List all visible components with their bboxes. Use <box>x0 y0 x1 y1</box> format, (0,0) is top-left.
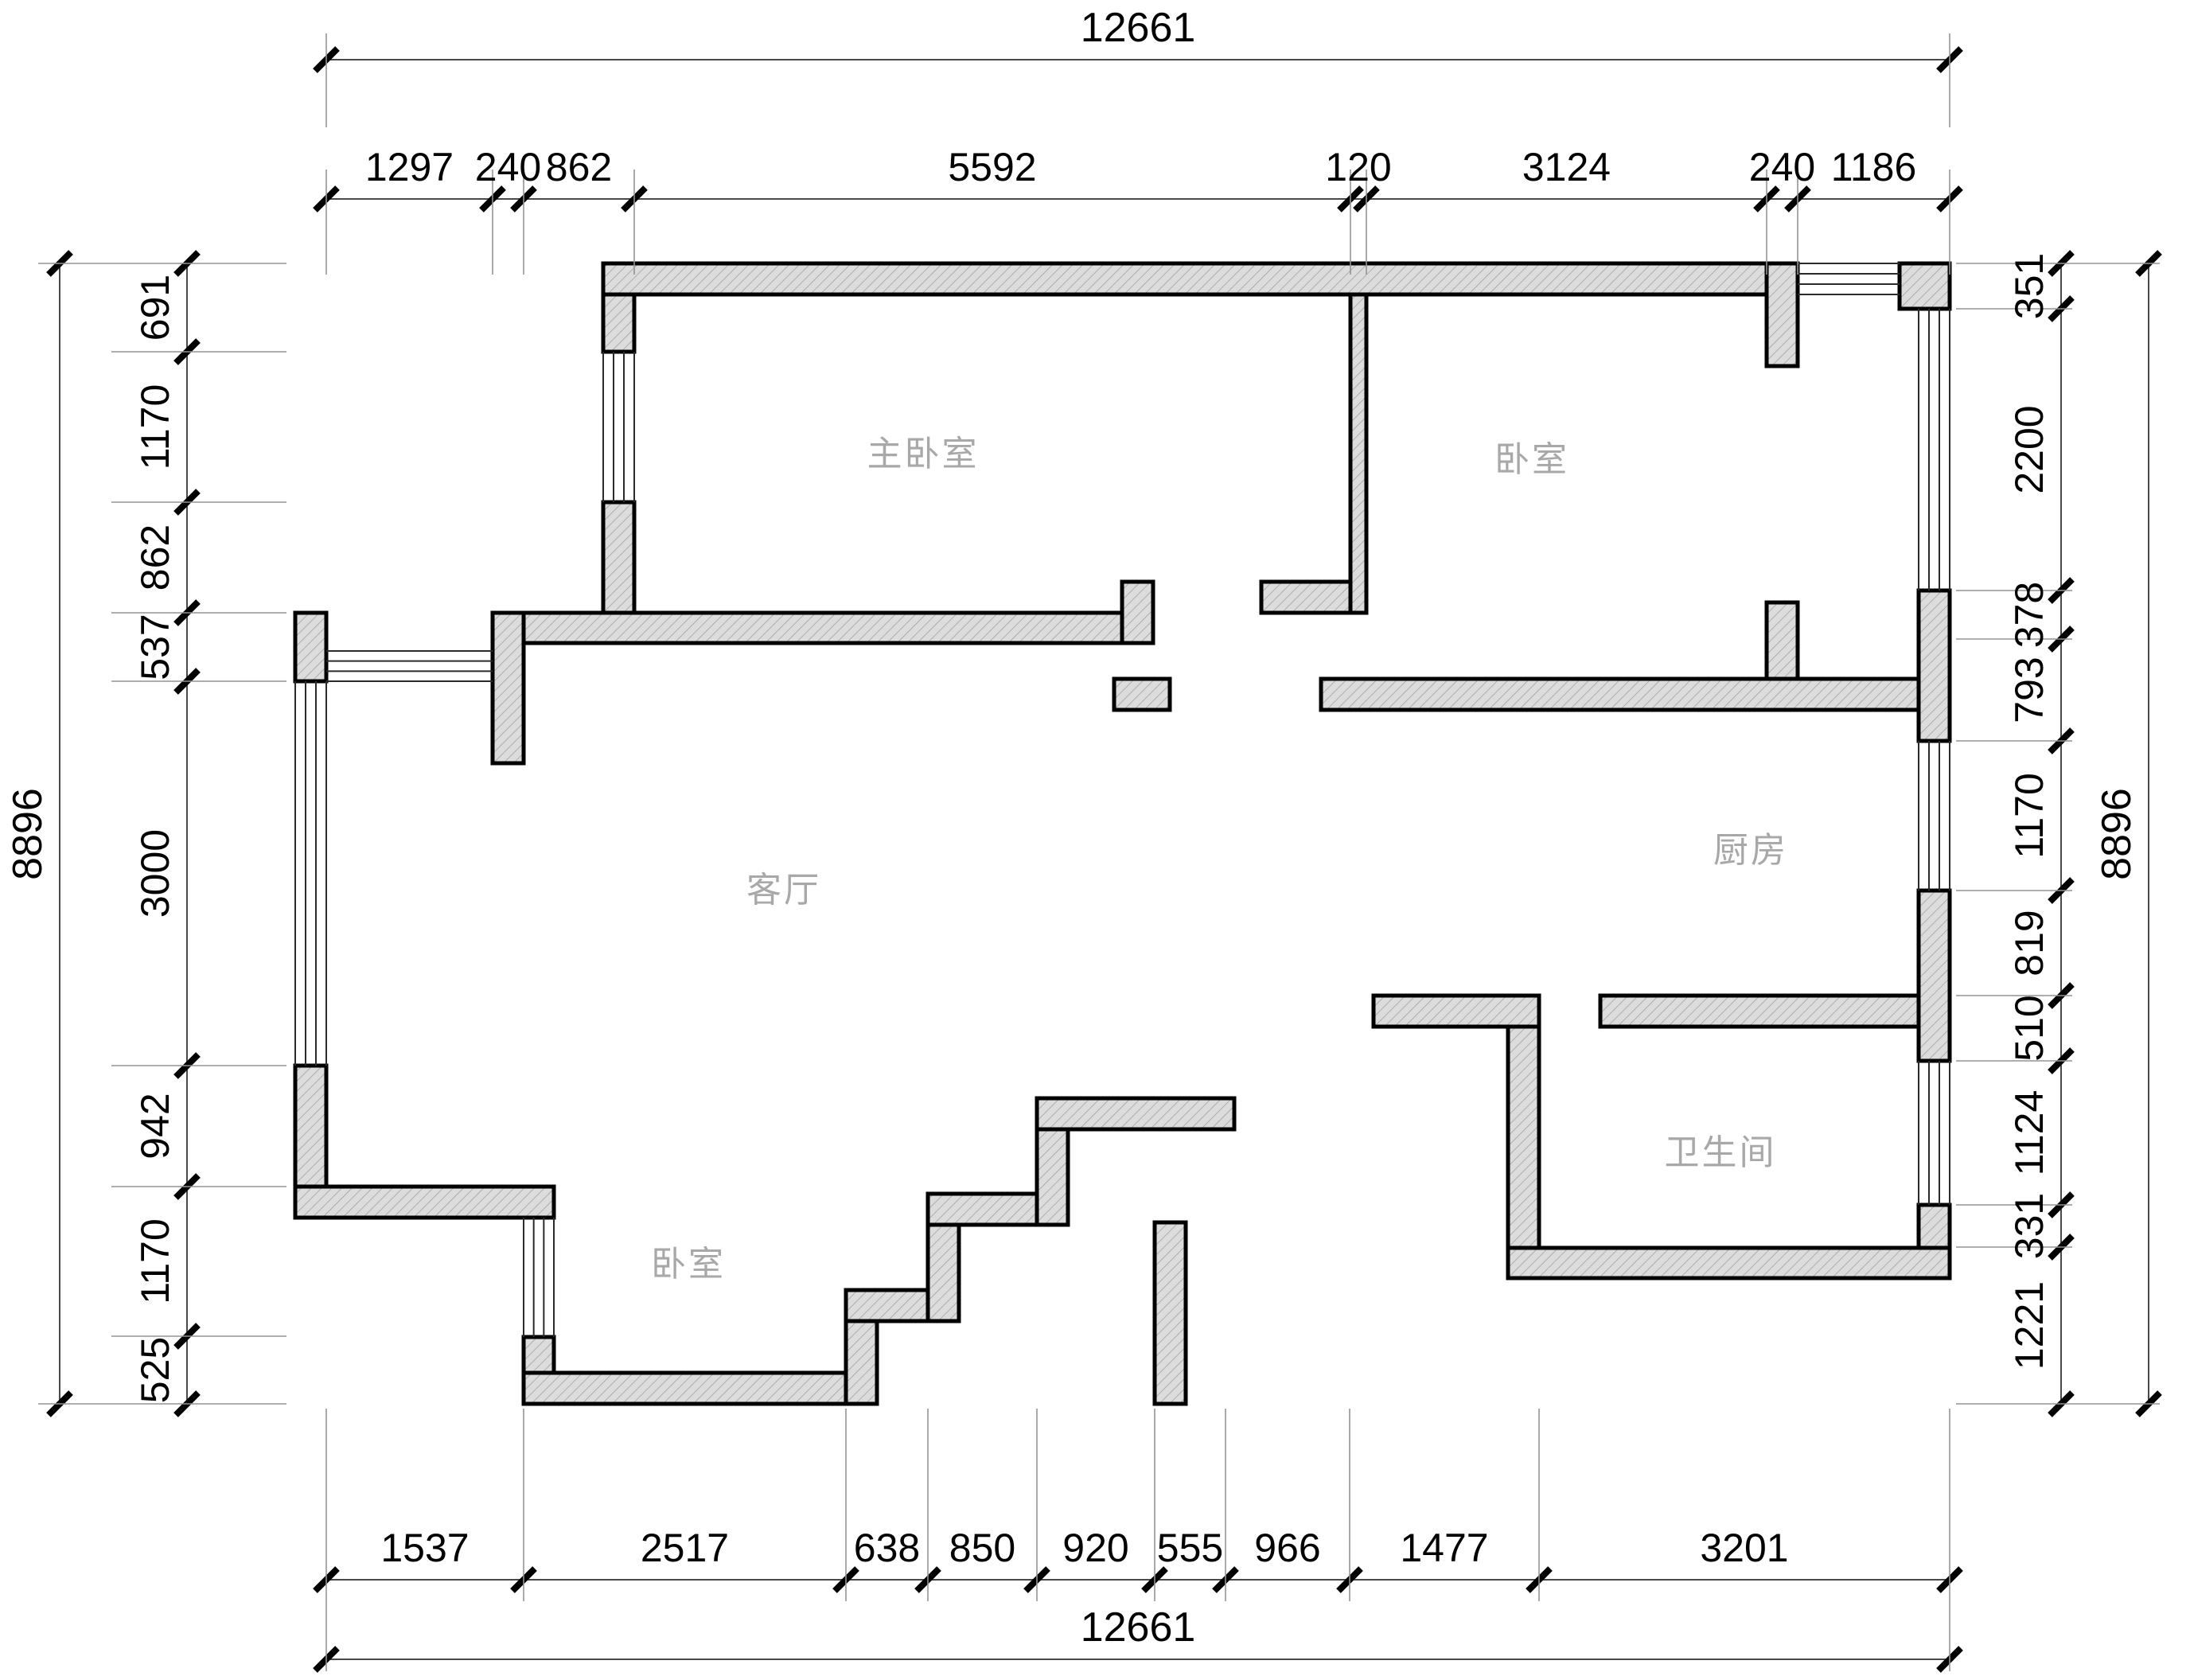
walls-layer <box>293 261 1952 1406</box>
wall-segment <box>1120 579 1155 645</box>
windows-layer <box>294 263 1950 1337</box>
dim-bottom-chain: 555 <box>1157 1526 1223 1570</box>
dim-right-chain: 1221 <box>2007 1281 2052 1370</box>
room-label-living-room: 客厅 <box>746 871 821 910</box>
window-lines <box>523 1218 555 1337</box>
dim-right-chain: 793 <box>2007 657 2052 723</box>
dim-bottom-chain: 2517 <box>641 1526 729 1570</box>
dim-right-chain: 819 <box>2007 910 2052 976</box>
window-lines <box>602 352 635 502</box>
wall-segment <box>1506 1024 1541 1250</box>
dim-top-chain: 1297 <box>365 145 454 189</box>
dim-right-chain: 331 <box>2007 1193 2052 1259</box>
wall-segment <box>293 1184 556 1220</box>
dim-right-chain: 351 <box>2007 253 2052 319</box>
dim-bottom-chain: 3201 <box>1700 1526 1788 1570</box>
wall-segment <box>1371 993 1541 1029</box>
window-lines <box>1918 309 1950 591</box>
room-label-kitchen: 厨房 <box>1713 831 1788 870</box>
wall-segment <box>1152 1220 1188 1406</box>
dim-bottom-chain: 1477 <box>1400 1526 1488 1570</box>
dim-left-chain: 862 <box>133 524 177 591</box>
window-lines <box>1918 1061 1950 1205</box>
wall-segment <box>601 292 637 354</box>
dim-right-chain: 1170 <box>2007 773 2052 859</box>
wall-segment <box>293 610 329 684</box>
wall-segment <box>1319 676 1921 712</box>
wall-segment <box>521 1370 879 1406</box>
dim-top-chain: 5592 <box>948 145 1036 189</box>
wall-segment <box>1916 588 1952 743</box>
dim-top-chain: 240 <box>475 145 541 189</box>
dim-bottom-chain: 850 <box>949 1526 1015 1570</box>
dim-bottom-overall: 12661 <box>1081 1604 1196 1651</box>
dim-left-chain: 691 <box>133 275 177 341</box>
dim-right-overall: 8896 <box>2094 788 2140 880</box>
wall-segment <box>1764 600 1800 681</box>
wall-segment <box>1916 888 1952 1063</box>
window-lines <box>294 681 327 1066</box>
dim-top-overall: 12661 <box>1081 5 1196 51</box>
dim-left-chain: 1170 <box>133 1218 177 1304</box>
window-lines <box>326 650 493 682</box>
dim-top-chain: 240 <box>1749 145 1815 189</box>
dim-left-overall: 8896 <box>5 788 51 880</box>
dim-left-chain: 3000 <box>133 829 177 918</box>
room-label-bedroom-bottom-left: 卧室 <box>651 1245 726 1284</box>
dim-bottom-chain: 966 <box>1254 1526 1320 1570</box>
wall-segment <box>490 610 1155 645</box>
dim-top-chain: 120 <box>1325 145 1391 189</box>
wall-segment <box>1506 1245 1952 1280</box>
dim-left-chain: 942 <box>133 1093 177 1159</box>
window-lines <box>1798 263 1900 295</box>
wall-segment <box>601 261 1769 297</box>
dim-top-chain: 3124 <box>1522 145 1611 189</box>
wall-segment <box>490 610 526 766</box>
dim-right-chain: 378 <box>2007 582 2052 648</box>
wall-segment <box>1348 292 1369 615</box>
window-lines <box>1918 741 1950 891</box>
dim-right-chain: 2200 <box>2007 405 2052 493</box>
dim-right-chain: 1124 <box>2007 1090 2052 1176</box>
dim-left-chain: 537 <box>133 614 177 680</box>
wall-segment <box>1035 1096 1237 1132</box>
dim-top-chain: 862 <box>546 145 612 189</box>
wall-segment <box>1764 261 1800 368</box>
room-label-bathroom: 卫生间 <box>1665 1133 1777 1172</box>
wall-segment <box>1897 261 1952 311</box>
dim-bottom-chain: 920 <box>1062 1526 1128 1570</box>
wall-segment <box>1112 676 1172 712</box>
room-labels-layer: 主卧室 卧室 客厅 厨房 卫生间 卧室 <box>651 435 1788 1284</box>
dim-bottom-chain: 638 <box>854 1526 920 1570</box>
room-label-bedroom-top-right: 卧室 <box>1494 440 1569 479</box>
room-label-master-bedroom: 主卧室 <box>867 435 980 474</box>
dim-right-chain: 510 <box>2007 995 2052 1061</box>
wall-segment <box>1598 993 1921 1029</box>
dim-bottom-chain: 1537 <box>380 1526 469 1570</box>
dim-left-chain: 525 <box>133 1337 177 1403</box>
dim-left-chain: 1170 <box>133 384 177 470</box>
dim-top-chain: 1186 <box>1831 145 1917 189</box>
